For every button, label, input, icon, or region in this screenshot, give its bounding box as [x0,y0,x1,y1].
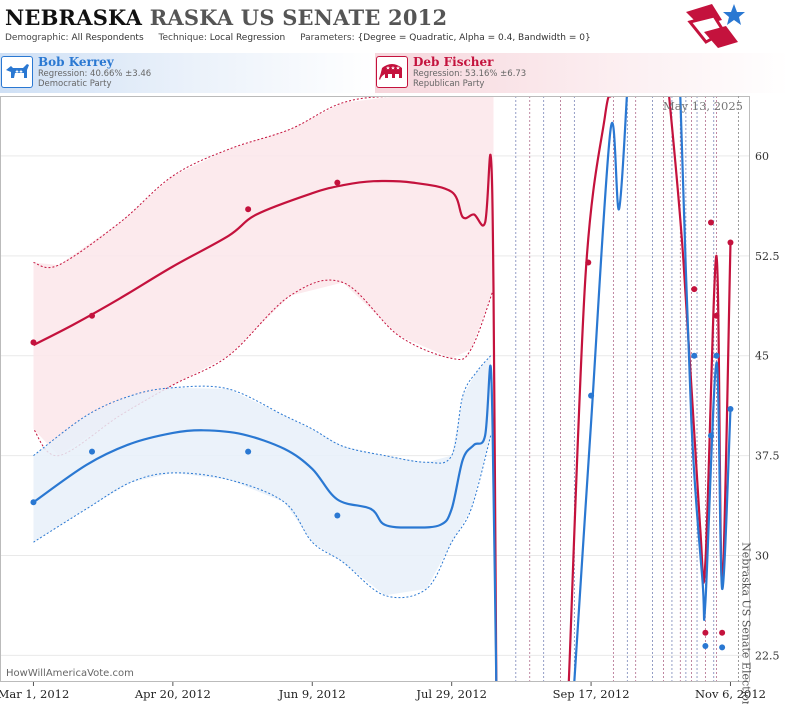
points-layer [30,179,734,651]
x-tick-label: Mar 1, 2012 [0,687,69,701]
dem-poll-point [30,499,37,506]
rep-band-upper [33,96,494,269]
watermark: HowWillAmericaVote.com [6,668,134,679]
rep-poll-point [585,259,592,266]
dem-confidence-band [33,355,491,596]
election-label: Nebraska US Senate Election [739,542,752,704]
y-tick-label: 22.5 [755,649,780,662]
demographic-label: Demographic: [5,33,69,43]
x-tick-label: Jul 29, 2012 [415,687,487,701]
rep-poll-point [707,219,714,226]
rep-poll-point [89,312,96,319]
dem-regression-line2 [573,96,628,682]
parameters-label: Parameters: [300,33,355,43]
rep-regression-line3 [668,96,732,584]
page-title: NEBRASKA RASKA US SENATE 2012 [5,5,447,30]
candidate-rep[interactable]: Deb Fischer Regression: 53.16% ±6.73 Rep… [375,53,789,93]
candidate-dem[interactable]: Bob Kerrey Regression: 40.66% ±3.46 Demo… [0,53,375,93]
rep-regression: Regression: 53.16% ±6.73 [413,69,527,79]
dem-poll-point [719,644,726,651]
dem-party: Democratic Party [38,79,112,89]
dem-poll-point [727,405,734,412]
rep-candidate-name: Deb Fischer [413,55,494,69]
rep-regression-line [32,153,498,682]
technique-label: Technique: [158,33,207,43]
title-state: NEBRASKA [5,5,143,30]
dem-band-upper [33,355,492,464]
rep-poll-point [30,339,37,346]
dem-poll-point [334,512,341,519]
donkey-icon [1,56,33,88]
plot-frame [0,96,750,682]
dem-poll-point [713,352,720,359]
dem-poll-point [691,352,698,359]
rep-poll-point [245,206,252,213]
x-tick-label: Apr 20, 2012 [134,687,211,701]
dem-regression: Regression: 40.66% ±3.46 [38,69,152,79]
dem-regression-line [32,364,498,682]
candidate-bar: Bob Kerrey Regression: 40.66% ±3.46 Demo… [0,53,789,95]
dem-poll-point [707,432,714,439]
y-tick-label: 52.5 [755,250,780,263]
y-tick-label: 37.5 [755,450,780,463]
demographic-value[interactable]: All Respondents [71,33,144,43]
axes-layer: 22.5 30 37.5 45 52.5 60 Mar 1, 2012 Apr 20, 201… [0,96,780,704]
dem-poll-point [588,392,595,399]
y-tick-label: 60 [755,150,769,163]
dem-candidate-name: Bob Kerrey [38,55,114,69]
technique-value[interactable]: Local Regression [209,33,286,43]
dem-poll-point [245,448,252,455]
elephant-icon [376,56,408,88]
poll-chart: 22.5 30 37.5 45 52.5 60 Mar 1, 2012 Apr 20, 201… [0,96,780,704]
parameters-line: Demographic: All Respondents Technique: … [5,33,591,43]
rep-confidence-band [33,96,494,456]
y-tick-label: 30 [755,549,769,562]
x-tick-label: Sep 17, 2012 [553,687,630,701]
y-tick-label: 45 [755,350,769,363]
rep-poll-point [334,179,341,186]
rep-poll-point [727,239,734,246]
x-tick-label: Jun 9, 2012 [278,687,346,701]
dem-regression-line3 [679,96,732,621]
rep-poll-point [702,629,709,636]
parameters-value[interactable]: {Degree = Quadratic, Alpha = 0.4, Bandwi… [357,33,591,43]
date-label: May 13, 2025 [663,99,743,113]
rep-regression-line2 [567,96,612,682]
rep-poll-point [713,312,720,319]
x-tick-label: Nov 6, 2012 [695,687,766,701]
dem-poll-point [89,448,96,455]
site-logo[interactable] [684,2,746,50]
bands-layer [33,96,494,599]
header: NEBRASKA RASKA US SENATE 2012 Demographi… [0,0,789,52]
dem-poll-point [702,643,709,650]
rep-poll-point [691,286,698,293]
lines-layer [32,96,732,682]
rep-poll-point [719,629,726,636]
rep-party: Republican Party [413,79,485,89]
title-race: RASKA US SENATE 2012 [149,5,448,30]
